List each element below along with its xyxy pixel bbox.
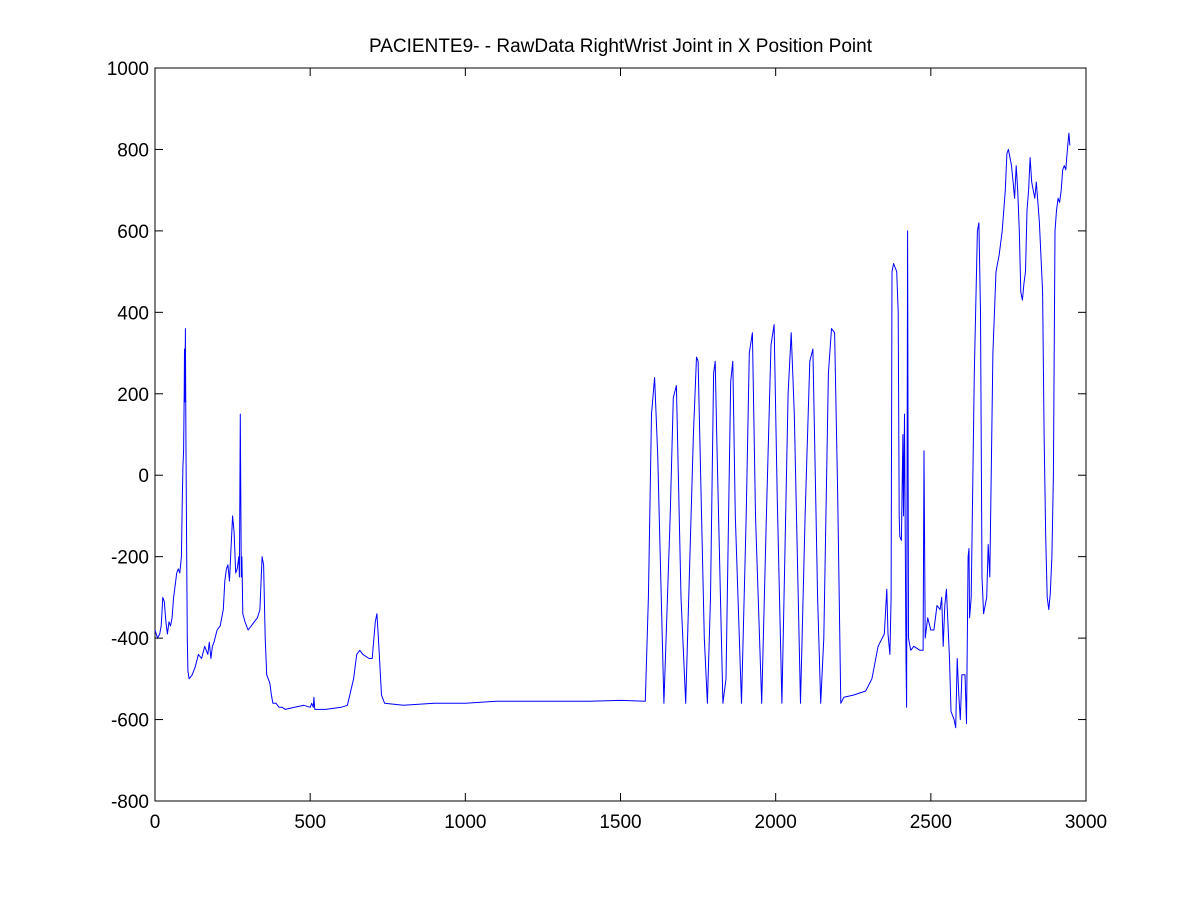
y-tick-label: -200	[111, 548, 149, 569]
x-tick-label: 0	[150, 812, 161, 833]
y-tick-label: -800	[111, 792, 149, 813]
y-tick-label: 0	[138, 466, 149, 487]
plot-area	[154, 67, 1087, 802]
series-line-1	[154, 132, 1071, 729]
y-tick-label: 600	[117, 222, 149, 243]
y-tick-label: -400	[111, 629, 149, 650]
y-tick-label: 400	[117, 303, 149, 324]
tick-labels-layer: 0 500 1000 1500 2000 2500 3000-800-600-400-200…	[107, 59, 1107, 833]
x-tick-label: 2500	[910, 812, 952, 833]
y-tick-label: 200	[117, 385, 149, 406]
y-tick-label: 1000	[107, 59, 149, 80]
ticks-layer	[154, 67, 1087, 802]
x-tick-label: 1000	[444, 812, 486, 833]
y-tick-label: 800	[117, 140, 149, 161]
series-layer	[154, 132, 1071, 729]
x-tick-label: 500	[294, 812, 326, 833]
chart-title: PACIENTE9- - RawData RightWrist Joint in…	[369, 36, 873, 57]
x-tick-label: 3000	[1065, 812, 1107, 833]
x-tick-label: 1500	[599, 812, 641, 833]
y-tick-label: -600	[111, 711, 149, 732]
x-tick-label: 2000	[755, 812, 797, 833]
